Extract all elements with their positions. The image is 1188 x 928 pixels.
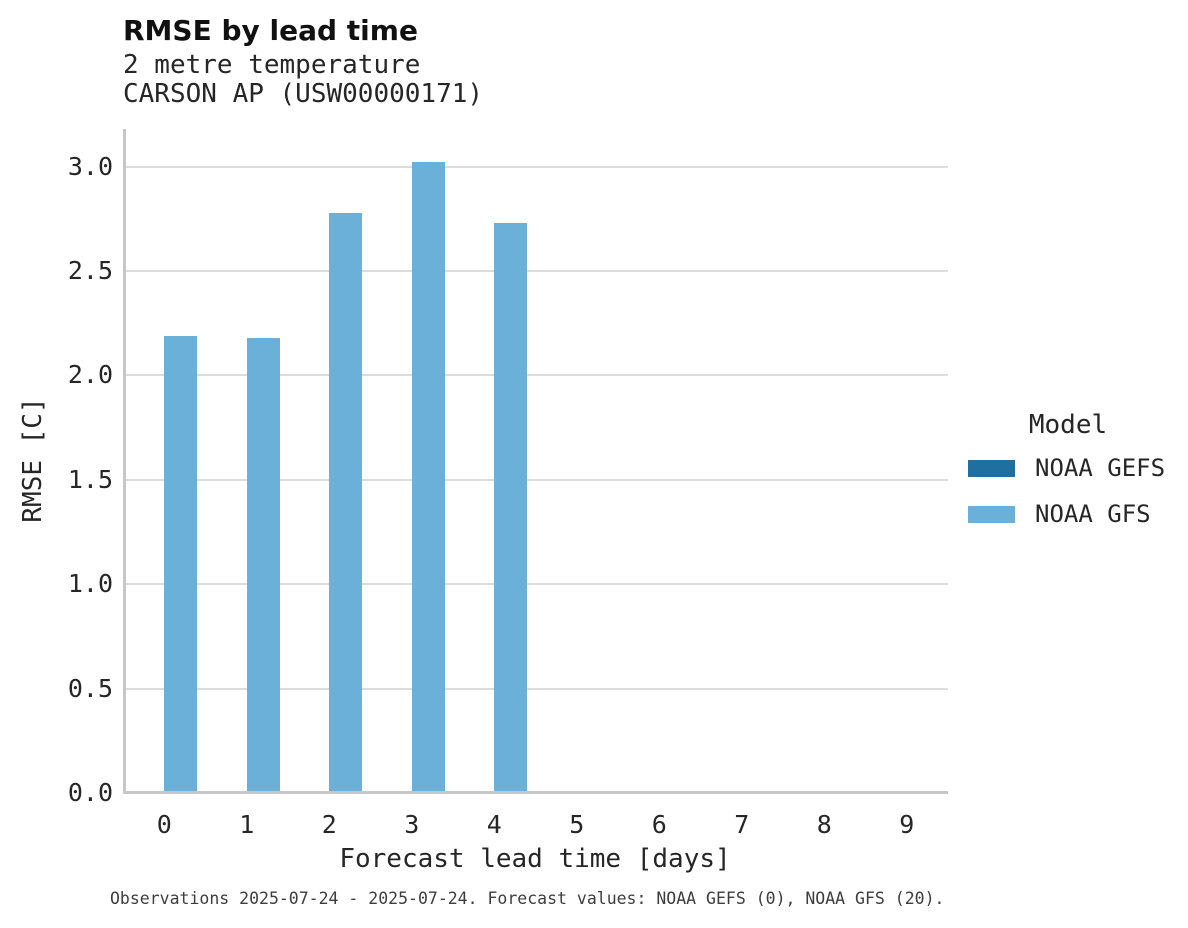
gridline xyxy=(123,165,948,168)
legend-title: Model xyxy=(1028,410,1108,440)
x-tick-label: 3 xyxy=(404,810,420,839)
x-tick-label: 2 xyxy=(321,810,337,839)
x-tick-label: 7 xyxy=(734,810,750,839)
y-tick-label: 3.0 xyxy=(67,151,113,181)
legend-entry: NOAA GEFS xyxy=(968,454,1178,482)
x-tick-label: 6 xyxy=(651,810,667,839)
y-axis-spine xyxy=(123,129,126,793)
chart-subtitle-variable: 2 metre temperature xyxy=(123,50,421,80)
x-tick-label: 0 xyxy=(156,810,172,839)
chart-subtitle-station: CARSON AP (USW00000171) xyxy=(123,79,484,109)
gridline xyxy=(123,269,948,272)
legend-entry: NOAA GFS xyxy=(968,500,1178,528)
bar-noaa-gfs-lead-4 xyxy=(494,222,528,793)
x-tick-label: 9 xyxy=(899,810,915,839)
bar-noaa-gfs-lead-3 xyxy=(411,162,445,793)
legend-swatch-icon xyxy=(968,459,1015,477)
x-axis-spine xyxy=(123,791,948,794)
legend-swatch-icon xyxy=(968,505,1015,523)
legend-label: NOAA GEFS xyxy=(1035,454,1166,482)
x-tick-label: 1 xyxy=(239,810,255,839)
legend-label: NOAA GFS xyxy=(1035,500,1151,528)
y-axis-title: RMSE [C] xyxy=(18,397,48,523)
y-tick-label: 2.5 xyxy=(67,255,113,285)
y-tick-label: 0.0 xyxy=(67,778,113,807)
bar-noaa-gfs-lead-1 xyxy=(246,337,280,793)
x-axis-title: Forecast lead time [days] xyxy=(339,844,731,874)
x-tick-label: 4 xyxy=(486,810,502,839)
y-tick-label: 0.5 xyxy=(67,673,113,703)
legend-entries: NOAA GEFS NOAA GFS xyxy=(968,454,1178,528)
bar-noaa-gfs-lead-2 xyxy=(329,212,363,793)
gridline xyxy=(123,478,948,481)
chart-footer-caption: Observations 2025-07-24 - 2025-07-24. Fo… xyxy=(110,889,945,908)
y-tick-label: 2.0 xyxy=(67,360,113,390)
gridline xyxy=(123,687,948,690)
y-tick-label: 1.0 xyxy=(67,569,113,599)
gridline xyxy=(123,583,948,586)
y-tick-label: 1.5 xyxy=(67,464,113,494)
x-tick-label: 5 xyxy=(569,810,585,839)
bar-noaa-gfs-lead-0 xyxy=(164,335,198,793)
chart-title: RMSE by lead time xyxy=(123,14,418,47)
legend: Model NOAA GEFS NOAA GFS xyxy=(968,410,1178,546)
plot-area xyxy=(123,129,948,794)
x-tick-label: 8 xyxy=(816,810,832,839)
gridline xyxy=(123,374,948,377)
